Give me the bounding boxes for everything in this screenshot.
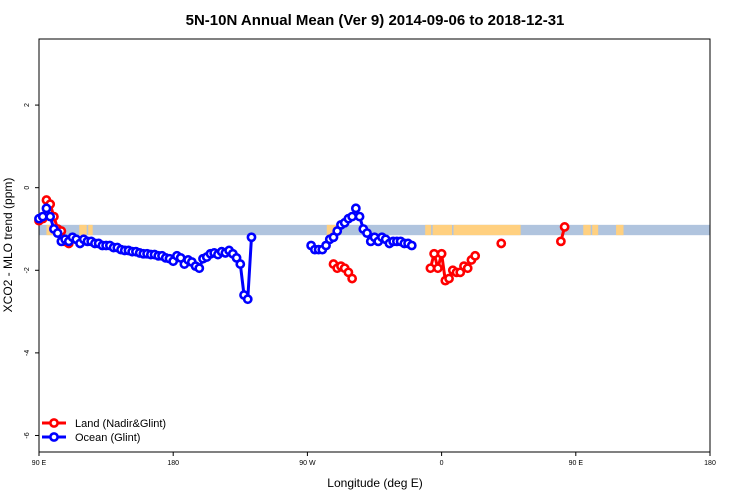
legend: Land (Nadir&Glint) Ocean (Glint) xyxy=(42,418,166,444)
map-land xyxy=(592,224,599,236)
data-point xyxy=(194,263,205,274)
data-point xyxy=(432,263,443,274)
legend-label: Ocean (Glint) xyxy=(75,432,140,444)
legend-marker xyxy=(49,418,59,428)
legend-marker xyxy=(49,432,59,442)
map-land xyxy=(88,224,93,236)
series-layer xyxy=(34,195,570,305)
series-0 xyxy=(34,195,570,286)
data-point xyxy=(242,294,253,305)
series-1 xyxy=(34,203,417,305)
data-point xyxy=(347,273,358,284)
data-point xyxy=(425,263,436,274)
data-point xyxy=(406,240,417,251)
data-point xyxy=(559,222,570,232)
x-tick-label: 180 xyxy=(704,460,716,467)
data-point xyxy=(444,273,454,284)
data-point xyxy=(37,211,48,222)
y-tick-label: -4 xyxy=(24,350,31,356)
data-point xyxy=(555,236,566,247)
data-point xyxy=(347,211,358,222)
chart-title: 5N-10N Annual Mean (Ver 9) 2014-09-06 to… xyxy=(186,12,565,29)
data-point xyxy=(354,211,365,222)
data-point xyxy=(235,259,246,269)
map-land xyxy=(46,224,50,236)
map-land xyxy=(79,224,87,236)
data-point xyxy=(45,211,56,222)
data-point xyxy=(362,228,372,239)
data-point xyxy=(52,228,63,239)
map-land xyxy=(453,224,521,236)
y-axis: 2 0 -2 -4 -6 xyxy=(24,103,39,439)
y-tick-label: -6 xyxy=(24,432,31,438)
x-axis: 90 E 180 90 W 0 90 E 180 xyxy=(32,452,716,467)
y-tick-label: -2 xyxy=(24,267,31,273)
y-tick-label: 0 xyxy=(24,186,31,190)
data-point xyxy=(436,248,447,259)
map-ocean xyxy=(39,224,710,236)
map-land xyxy=(583,224,591,236)
x-tick-label: 90 W xyxy=(299,460,316,467)
y-tick-label: 2 xyxy=(24,103,31,107)
plot-frame xyxy=(38,38,711,453)
data-point xyxy=(429,248,440,259)
data-point xyxy=(246,232,257,243)
data-point xyxy=(41,203,52,214)
data-point xyxy=(470,250,481,261)
data-point xyxy=(350,203,361,214)
x-axis-label: Longitude (deg E) xyxy=(327,476,422,490)
map-land xyxy=(432,224,453,236)
data-point xyxy=(462,263,473,274)
x-tick-label: 0 xyxy=(440,460,444,467)
data-point xyxy=(496,238,507,249)
x-tick-label: 180 xyxy=(167,460,179,467)
y-axis-label: XCO2 - MLO trend (ppm) xyxy=(1,178,15,313)
map-land xyxy=(616,224,624,236)
map-land xyxy=(425,224,432,236)
x-tick-label: 90 E xyxy=(32,460,47,467)
x-tick-label: 90 E xyxy=(569,460,584,467)
legend-label: Land (Nadir&Glint) xyxy=(75,418,166,430)
